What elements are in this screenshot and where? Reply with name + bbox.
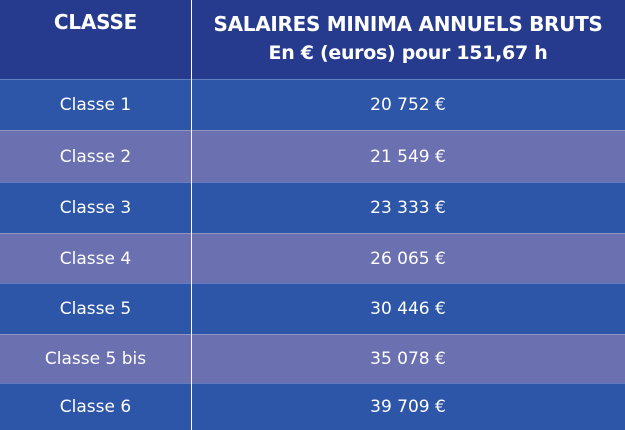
row-salary: 39 709 €: [370, 397, 446, 417]
row-class: Classe 6: [59, 397, 132, 417]
table-row: Classe 6 39 709 €: [0, 383, 625, 430]
header-salary-subtitle: En € (euros) pour 151,67 h: [268, 42, 548, 64]
column-divider: [191, 0, 192, 430]
row-class: Classe 3: [59, 198, 132, 218]
table-row: Classe 3 23 333 €: [0, 182, 625, 233]
row-salary: 35 078 €: [370, 349, 446, 369]
header-salary: SALAIRES MINIMA ANNUELS BRUTS En € (euro…: [191, 0, 625, 79]
row-class: Classe 5: [59, 299, 132, 319]
table-row: Classe 1 20 752 €: [0, 79, 625, 130]
row-salary: 30 446 €: [370, 299, 446, 319]
row-class: Classe 1: [59, 95, 132, 115]
row-salary: 23 333 €: [370, 198, 446, 218]
table-row: Classe 4 26 065 €: [0, 233, 625, 283]
header-class: CLASSE: [0, 0, 191, 79]
row-salary: 26 065 €: [370, 248, 446, 269]
row-salary: 20 752 €: [370, 95, 446, 115]
table-header: CLASSE SALAIRES MINIMA ANNUELS BRUTS En …: [0, 0, 625, 79]
header-salary-title: SALAIRES MINIMA ANNUELS BRUTS: [213, 12, 603, 36]
table-row: Classe 5 30 446 €: [0, 283, 625, 334]
header-class-label: CLASSE: [53, 10, 138, 34]
table-row: Classe 2 21 549 €: [0, 130, 625, 182]
row-class: Classe 2: [59, 146, 132, 167]
row-class: Classe 4: [59, 248, 132, 269]
row-salary: 21 549 €: [370, 146, 446, 167]
table-row: Classe 5 bis 35 078 €: [0, 334, 625, 383]
row-class: Classe 5 bis: [44, 349, 147, 369]
